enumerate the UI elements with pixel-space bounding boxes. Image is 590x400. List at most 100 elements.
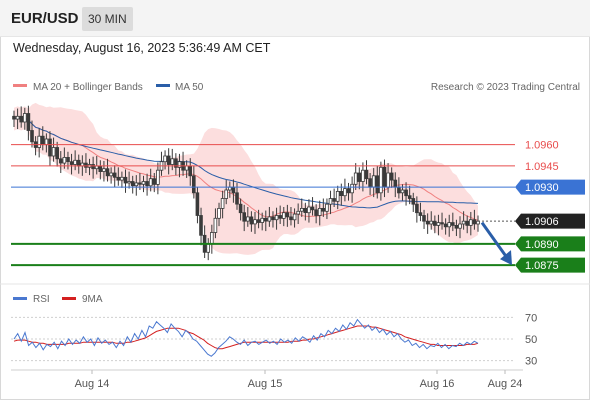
candle-body — [130, 181, 135, 187]
rsi-line — [13, 318, 479, 357]
candle-body — [289, 216, 293, 221]
candle-body — [166, 155, 171, 165]
candle-body — [249, 216, 254, 225]
candle-body — [238, 203, 243, 214]
candle-body — [447, 222, 451, 228]
candle-body — [123, 176, 128, 184]
candle-body — [411, 198, 416, 205]
candle-body — [379, 166, 383, 194]
candle-body — [461, 220, 466, 225]
candle-body — [22, 113, 27, 123]
candle-body — [253, 219, 257, 225]
candle-body — [19, 115, 23, 123]
resistance_2-label: 1.0960 — [525, 140, 559, 152]
candle-body — [245, 216, 250, 222]
candle-body — [436, 222, 441, 226]
candle-body — [472, 219, 477, 225]
candle-body — [163, 155, 167, 163]
candle-body — [102, 168, 106, 172]
candle-body — [418, 212, 423, 216]
rsi-legend-swatch — [13, 297, 27, 300]
candle-body — [404, 189, 408, 197]
ma9-legend-swatch — [62, 297, 76, 300]
candle-body — [386, 172, 390, 188]
candle-body — [177, 161, 182, 168]
chart-header: EUR/USD 30 MIN — [0, 0, 590, 37]
candle-body — [55, 147, 59, 160]
candle-body — [217, 207, 221, 219]
candle-body — [454, 224, 459, 229]
candle-body — [267, 216, 272, 222]
candle-body — [112, 172, 117, 178]
candle-body — [174, 158, 178, 168]
candle-body — [393, 179, 398, 188]
rsi-legend-label: RSI — [33, 294, 50, 305]
candle-body — [350, 183, 354, 194]
x-tick-label: Aug 24 — [488, 378, 523, 390]
candle-body — [15, 115, 20, 120]
candle-body — [364, 169, 369, 180]
candle-body — [353, 172, 358, 185]
candle-body — [443, 223, 448, 228]
candle-body — [184, 165, 189, 171]
ma20-legend-swatch — [13, 84, 27, 87]
candle-body — [371, 175, 376, 188]
candle-body — [224, 189, 229, 199]
candle-body — [73, 159, 77, 165]
candle-body — [170, 158, 175, 165]
ma20-legend-label: MA 20 + Bollinger Bands — [33, 82, 143, 93]
candle-body — [206, 243, 211, 253]
rsi-tick-label: 50 — [525, 334, 537, 346]
ma50-legend-label: MA 50 — [175, 82, 204, 93]
candle-body — [76, 159, 81, 167]
candle-body — [382, 166, 387, 188]
candle-body — [415, 203, 419, 214]
candle-body — [468, 219, 473, 226]
rsi-tick-label: 30 — [525, 356, 537, 368]
candle-body — [109, 172, 113, 177]
resistance_1-label: 1.0945 — [525, 161, 559, 173]
candle-body — [41, 135, 45, 146]
candle-body — [375, 175, 380, 194]
timeframe-button[interactable]: 30 MIN — [82, 7, 133, 31]
pivot-tag — [515, 179, 585, 195]
candle-body — [44, 138, 49, 146]
candle-body — [156, 169, 160, 185]
candle-body — [199, 215, 203, 236]
candle-body — [357, 172, 362, 182]
candle-body — [361, 169, 365, 182]
candle-body — [296, 210, 300, 215]
support_1-tag — [515, 236, 585, 252]
candle-body — [397, 186, 401, 194]
candle-body — [256, 219, 261, 223]
candle-body — [407, 195, 412, 199]
candle-body — [281, 212, 286, 219]
candle-body — [138, 182, 142, 185]
candle-body — [134, 182, 139, 187]
candle-body — [242, 212, 247, 222]
price-panel: 1.0960 1.0945 1.0930 1.0906 1.0890 1.0875 — [11, 102, 585, 273]
candle-body — [12, 115, 16, 120]
candle-body — [91, 164, 95, 170]
candle-body — [292, 213, 297, 221]
candle-body — [440, 222, 444, 225]
candle-body — [274, 215, 279, 221]
candle-body — [127, 181, 131, 184]
candle-body — [260, 217, 264, 223]
support_2-tag — [515, 257, 585, 273]
candle-body — [425, 220, 430, 225]
x-axis: Aug 14 Aug 15 Aug 16 Aug 24 — [75, 370, 523, 390]
rsi-tick-label: 70 — [525, 312, 537, 324]
candle-body — [69, 161, 74, 165]
candle-body — [116, 176, 121, 181]
candle-body — [335, 190, 340, 202]
candle-body — [450, 222, 455, 226]
candle-body — [285, 212, 290, 218]
candle-body — [343, 188, 347, 197]
candle-body — [278, 215, 282, 219]
candle-body — [213, 217, 218, 233]
candle-body — [429, 220, 433, 225]
candle-body — [339, 190, 344, 196]
chart-timestamp: Wednesday, August 16, 2023 5:36:49 AM CE… — [13, 41, 271, 55]
